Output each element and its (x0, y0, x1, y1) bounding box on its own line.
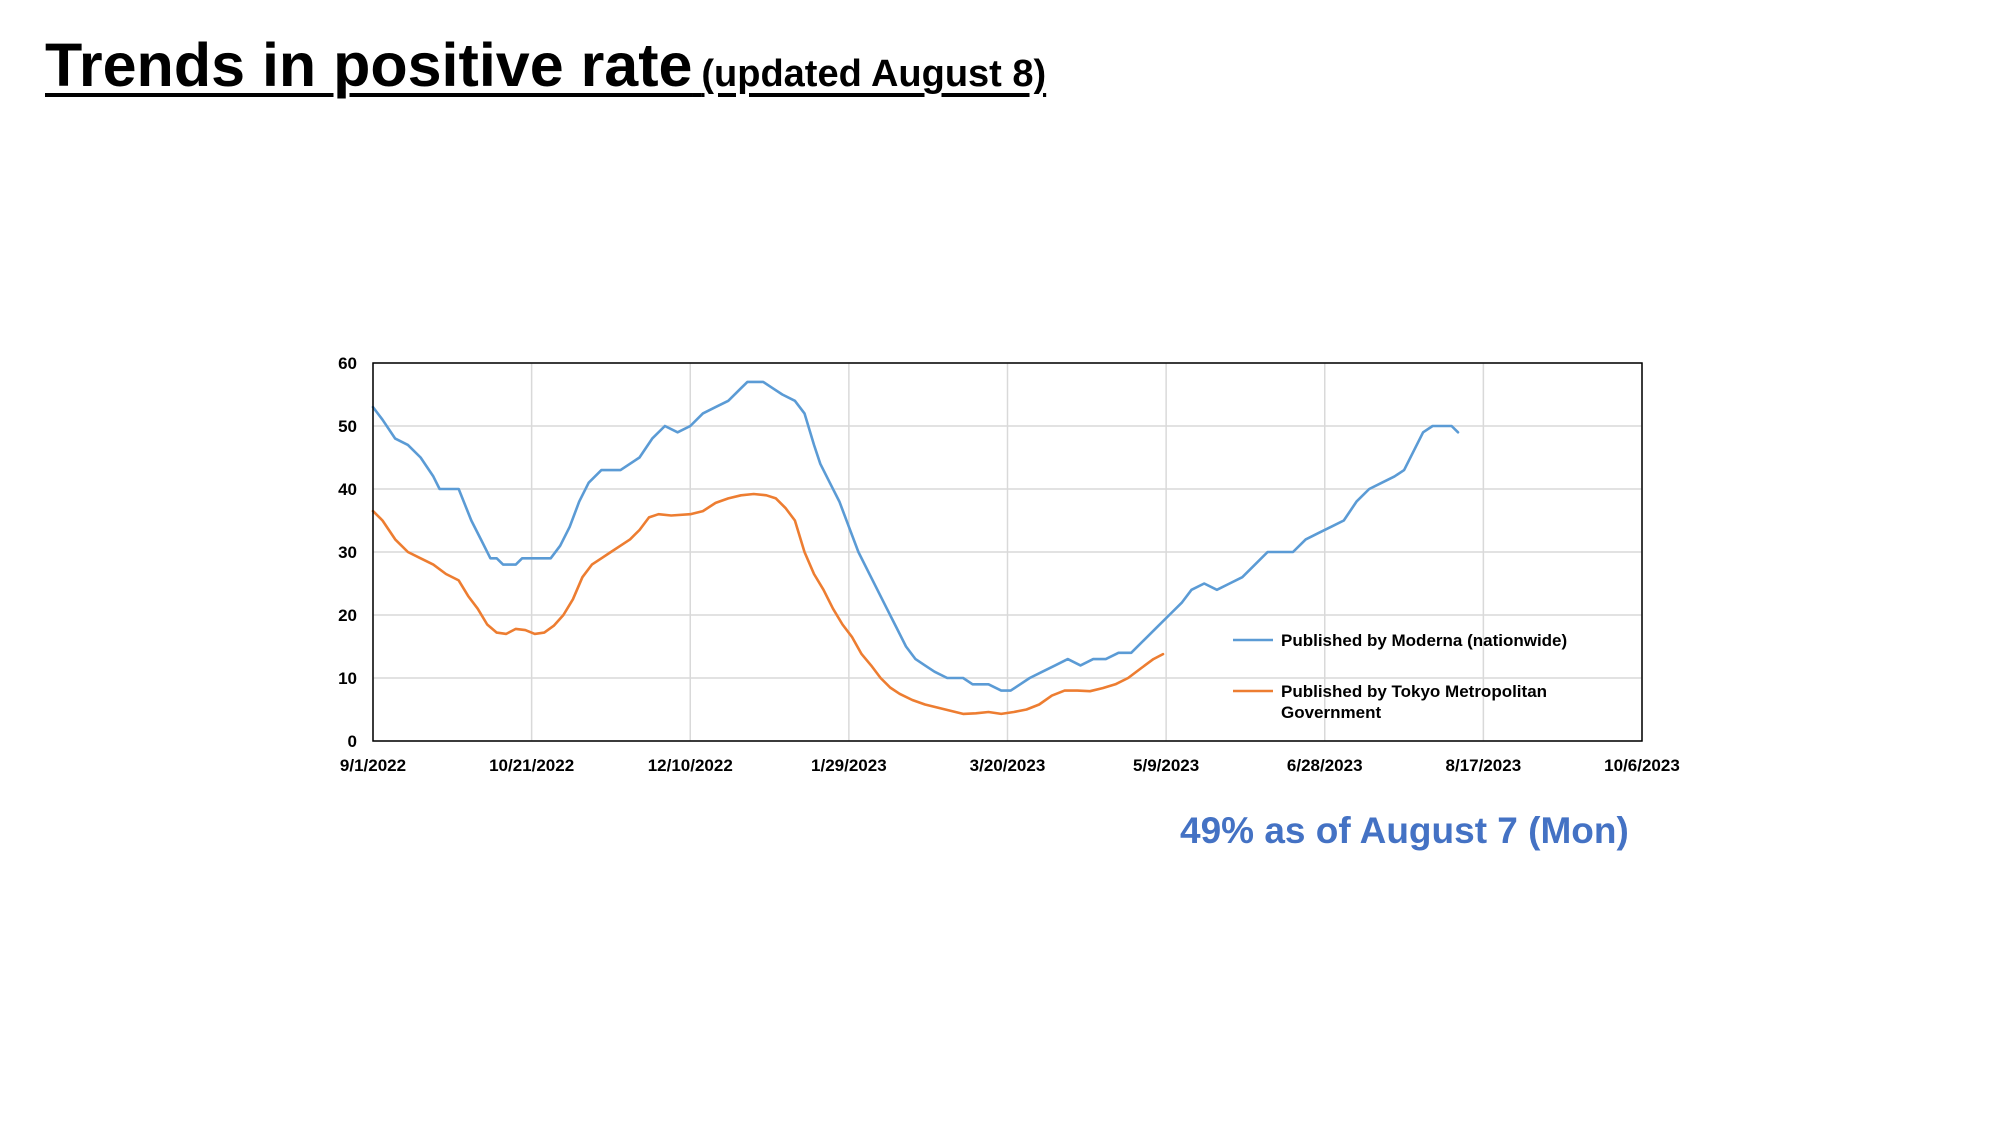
y-tick-label: 0 (348, 732, 357, 751)
x-tick-label: 3/20/2023 (970, 756, 1046, 775)
legend-label-2: Published by Tokyo Metropolitan (1281, 682, 1547, 701)
legend-label-1: Published by Moderna (nationwide) (1281, 631, 1567, 650)
x-tick-label: 5/9/2023 (1133, 756, 1199, 775)
legend: Published by Moderna (nationwide) Publish… (1233, 631, 1567, 722)
x-tick-label: 10/6/2023 (1604, 756, 1680, 775)
x-tick-label: 1/29/2023 (811, 756, 887, 775)
x-tick-label: 10/21/2022 (489, 756, 574, 775)
x-axis-ticks: 9/1/2022 10/21/2022 12/10/2022 1/29/2023 3/2… (340, 756, 1680, 775)
y-tick-label: 60 (338, 354, 357, 373)
y-tick-label: 10 (338, 669, 357, 688)
series-line-1 (371, 380, 1460, 692)
x-tick-label: 6/28/2023 (1287, 756, 1363, 775)
plot-area-border (372, 362, 1643, 742)
latest-value-note: 49% as of August 7 (Mon) (1180, 810, 1629, 851)
y-tick-label: 40 (338, 480, 357, 499)
series-lines (371, 380, 1460, 716)
y-tick-label: 50 (338, 417, 357, 436)
y-axis-ticks: 0 10 20 30 40 50 60 (338, 354, 357, 751)
x-tick-label: 12/10/2022 (648, 756, 733, 775)
x-tick-label: 8/17/2023 (1446, 756, 1522, 775)
y-tick-label: 30 (338, 543, 357, 562)
legend-label-2: Government (1281, 703, 1381, 722)
series-line-2 (371, 492, 1165, 716)
y-tick-label: 20 (338, 606, 357, 625)
x-tick-label: 9/1/2022 (340, 756, 406, 775)
slide-title: Trends in positive rate (updated August … (45, 30, 1046, 100)
slide-title-subtitle: (updated August 8) (701, 53, 1047, 95)
slide-title-main: Trends in positive rate (45, 31, 693, 99)
